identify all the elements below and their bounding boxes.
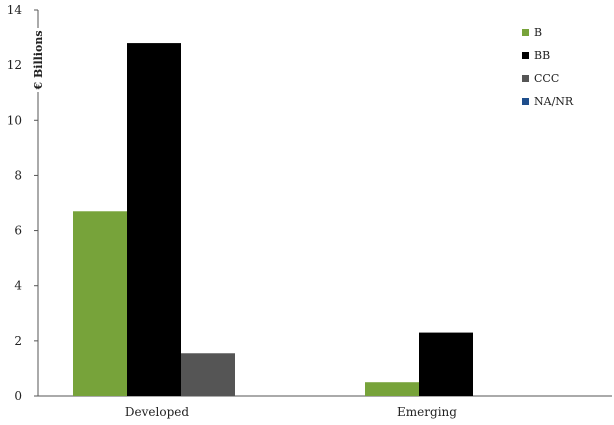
legend-label: NA/NR bbox=[534, 95, 574, 108]
legend-label: BB bbox=[534, 49, 550, 62]
bar-bb-developed bbox=[127, 43, 181, 396]
bar-bb-emerging bbox=[419, 332, 473, 396]
y-tick-label: 10 bbox=[7, 113, 22, 127]
x-category-label: Emerging bbox=[397, 405, 457, 419]
y-tick-label: 0 bbox=[14, 389, 22, 403]
legend-swatch bbox=[522, 75, 529, 82]
y-tick-label: 4 bbox=[14, 279, 22, 293]
legend-label: B bbox=[534, 26, 542, 39]
bar-b-developed bbox=[73, 211, 127, 396]
y-axis-label-bg bbox=[31, 28, 45, 92]
legend-swatch bbox=[522, 52, 529, 59]
bar-ccc-developed bbox=[181, 353, 235, 396]
y-tick-label: 2 bbox=[14, 334, 22, 348]
y-tick-label: 6 bbox=[14, 224, 22, 238]
legend-label: CCC bbox=[534, 72, 559, 85]
y-tick-label: 14 bbox=[7, 3, 23, 17]
bar-b-emerging bbox=[365, 382, 419, 396]
x-category-label: Developed bbox=[125, 405, 189, 419]
legend-swatch bbox=[522, 29, 529, 36]
y-axis-label: € Billions bbox=[32, 30, 45, 90]
y-tick-label: 8 bbox=[14, 168, 22, 182]
y-tick-label: 12 bbox=[7, 58, 22, 72]
legend-swatch bbox=[522, 98, 529, 105]
